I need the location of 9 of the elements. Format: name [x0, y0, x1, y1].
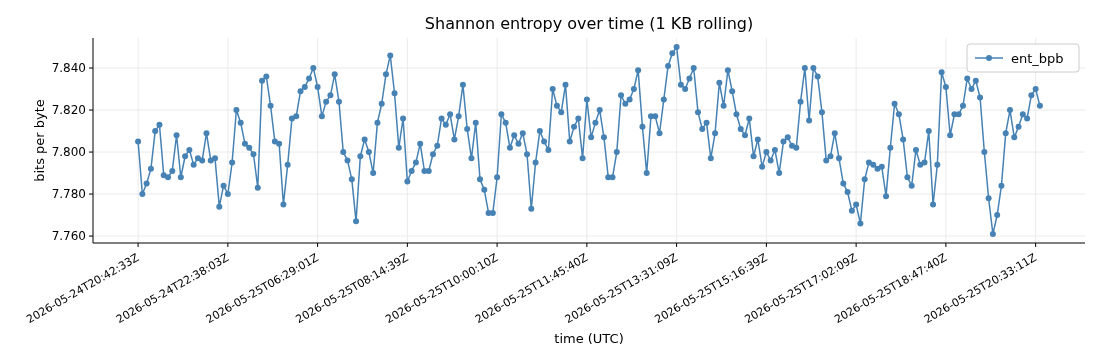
y-axis-title: bits per byte [32, 99, 47, 182]
legend-label: ent_bpb [1011, 50, 1064, 66]
y-tick-label: 7.840 [51, 61, 86, 76]
y-tick-label: 7.760 [51, 229, 86, 244]
y-tick-label: 7.820 [51, 103, 86, 118]
y-tick-label: 7.780 [51, 187, 86, 202]
y-tick-label: 7.800 [51, 145, 86, 160]
chart-title: Shannon entropy over time (1 KB rolling) [424, 14, 754, 33]
x-axis-title: time (UTC) [554, 331, 624, 346]
